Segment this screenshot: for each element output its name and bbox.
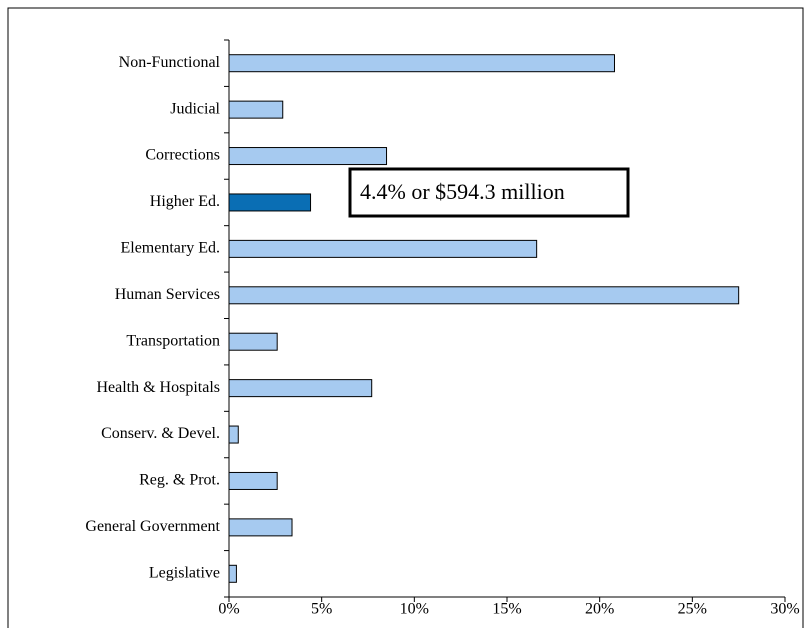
annotation-box [348,167,630,218]
y-tick-label: Corrections [145,147,220,164]
bar [228,332,278,351]
x-tick-label: 30% [770,601,799,618]
y-tick-label: Health & Hospitals [96,379,220,396]
y-tick-label: Legislative [149,564,220,581]
y-tick-label: Transportation [126,332,220,349]
x-tick-label: 10% [400,601,429,618]
x-tick-label: 25% [678,601,707,618]
bar [228,100,284,119]
y-tick-label: Elementary Ed. [120,240,220,257]
bar [228,564,237,583]
y-tick-label: Human Services [115,286,220,303]
annotation: 4.4% or $594.3 million [360,179,565,204]
y-tick-label: Higher Ed. [150,193,220,210]
bar [228,147,388,166]
x-tick-label: 5% [311,601,332,618]
chart-frame [7,7,804,628]
bar [228,471,278,490]
y-tick-label: General Government [85,518,220,535]
bar [228,379,373,398]
x-tick-label: 0% [218,601,239,618]
y-tick-label: Non-Functional [119,54,221,71]
bar [228,425,239,444]
bar [228,286,740,305]
x-tick-label: 20% [585,601,614,618]
y-tick-label: Judicial [170,100,220,117]
y-tick-label: Conserv. & Devel. [101,425,220,442]
bar [228,54,615,73]
bar [228,518,293,537]
x-tick-label: 15% [492,601,521,618]
bar [228,193,312,212]
y-tick-label: Reg. & Prot. [139,472,220,489]
bar [228,239,538,258]
